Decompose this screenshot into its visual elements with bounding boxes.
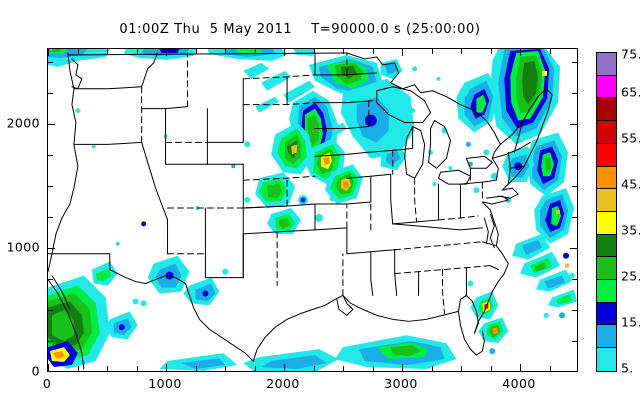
- x-tick-top-major: [166, 49, 167, 56]
- colorbar-band-40-45: [597, 211, 616, 235]
- x-tick-major: [402, 364, 403, 371]
- colorbar-label-15: 15.: [621, 314, 640, 330]
- x-tick-top-minor: [225, 49, 226, 54]
- x-axis-label-4000: 4000: [502, 376, 536, 391]
- x-tick-minor: [136, 366, 138, 371]
- y-tick-right-minor: [572, 279, 577, 280]
- x-tick-minor: [549, 366, 551, 371]
- y-tick-minor: [48, 186, 53, 187]
- x-tick-top-minor: [107, 49, 108, 54]
- colorbar-band-70-75: [597, 75, 616, 99]
- colorbar-band-55-60: [597, 143, 616, 167]
- x-tick-minor: [195, 366, 197, 371]
- x-tick-top-minor: [549, 49, 551, 54]
- y-tick-minor: [48, 341, 53, 342]
- plot-title: 01:00Z Thu 5 May 2011 T=90000.0 s (25:00…: [119, 22, 481, 37]
- x-tick-minor: [107, 366, 108, 371]
- x-tick-minor: [372, 366, 374, 371]
- y-tick-right-minor: [572, 155, 577, 156]
- x-tick-minor: [77, 366, 79, 371]
- x-tick-top-minor: [431, 49, 433, 54]
- x-tick-top-minor: [343, 49, 344, 54]
- y-tick-minor: [48, 155, 53, 156]
- x-axis-label-1000: 1000: [148, 376, 182, 391]
- y-axis-label-1000: 1000: [6, 239, 40, 255]
- y-tick-minor: [48, 217, 53, 218]
- y-axis-label-0: 0: [31, 363, 40, 379]
- colorbar-label-55: 55.: [621, 130, 640, 146]
- map-plot-area: [47, 48, 578, 372]
- map-boundaries: [48, 52, 553, 370]
- x-tick-top-minor: [195, 49, 197, 54]
- colorbar-label-5: 5.: [621, 360, 634, 376]
- x-tick-minor: [343, 366, 344, 371]
- map-canvas: [48, 49, 577, 371]
- x-tick-top-minor: [313, 49, 315, 54]
- x-tick-top-major: [48, 49, 49, 56]
- colorbar: [596, 52, 617, 372]
- x-tick-top-major: [402, 49, 403, 56]
- y-tick-minor: [48, 62, 53, 63]
- y-axis-label-2000: 2000: [6, 115, 40, 131]
- colorbar-band-20-25: [597, 302, 616, 326]
- colorbar-band-25-30: [597, 280, 616, 303]
- colorbar-label-45: 45.: [621, 176, 640, 192]
- y-tick-major: [48, 248, 55, 249]
- colorbar-band-30-35: [597, 257, 616, 281]
- x-tick-top-minor: [490, 49, 492, 54]
- y-tick-right-minor: [572, 310, 577, 311]
- x-tick-minor: [313, 366, 315, 371]
- y-tick-right-major: [570, 248, 577, 249]
- x-axis-label-0: 0: [42, 376, 52, 391]
- x-tick-minor: [254, 366, 256, 371]
- x-axis-label-2000: 2000: [266, 376, 300, 391]
- reflectivity-field: [48, 49, 577, 371]
- x-tick-minor: [431, 366, 433, 371]
- x-tick-minor: [225, 366, 226, 371]
- x-tick-minor: [461, 366, 462, 371]
- y-tick-right-minor: [572, 186, 577, 187]
- y-tick-minor: [48, 310, 53, 311]
- y-tick-right-major: [570, 124, 577, 125]
- colorbar-band-60-65: [597, 121, 616, 144]
- colorbar-band-15-20: [597, 325, 616, 349]
- colorbar-label-75: 75.: [621, 46, 640, 62]
- x-tick-major: [520, 364, 521, 371]
- x-tick-top-minor: [136, 49, 138, 54]
- y-tick-minor: [48, 279, 53, 280]
- y-tick-right-minor: [572, 341, 577, 342]
- y-tick-right-minor: [572, 62, 577, 63]
- x-tick-major: [48, 364, 49, 371]
- x-tick-top-minor: [254, 49, 256, 54]
- x-tick-minor: [490, 366, 492, 371]
- x-tick-top-minor: [372, 49, 374, 54]
- colorbar-label-35: 35.: [621, 222, 640, 238]
- x-tick-major: [166, 364, 167, 371]
- colorbar-band-10-15: [597, 348, 616, 371]
- colorbar-band-65-70: [597, 98, 616, 122]
- colorbar-band-35-40: [597, 234, 616, 258]
- y-tick-minor: [48, 93, 53, 94]
- y-tick-right-minor: [572, 93, 577, 94]
- x-axis-label-3000: 3000: [384, 376, 418, 391]
- y-tick-right-minor: [572, 217, 577, 218]
- colorbar-band-75-80: [597, 53, 616, 76]
- colorbar-label-25: 25.: [621, 268, 640, 284]
- x-tick-major: [284, 364, 285, 371]
- y-tick-major: [48, 124, 55, 125]
- x-tick-top-major: [284, 49, 285, 56]
- colorbar-band-45-50: [597, 189, 616, 212]
- colorbar-band-50-55: [597, 166, 616, 190]
- x-tick-top-minor: [77, 49, 79, 54]
- x-tick-top-minor: [461, 49, 462, 54]
- x-tick-top-major: [520, 49, 521, 56]
- colorbar-label-65: 65.: [621, 84, 640, 100]
